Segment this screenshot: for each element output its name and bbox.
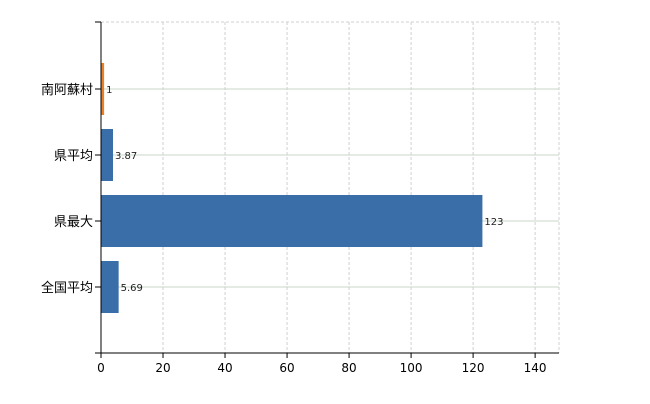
x-tick-label: 80	[341, 361, 356, 375]
x-tick-label: 120	[462, 361, 485, 375]
x-tick-label: 140	[524, 361, 547, 375]
bar	[101, 129, 114, 181]
data-label: 5.69	[121, 283, 143, 294]
y-tick-label: 県平均	[54, 149, 93, 164]
y-tick-label: 県最大	[54, 215, 93, 230]
x-tick-label: 0	[97, 361, 105, 375]
x-tick-label: 60	[279, 361, 294, 375]
x-tick-label: 40	[217, 361, 232, 375]
data-label: 1	[106, 85, 112, 96]
data-label: 123	[484, 217, 503, 228]
x-tick-label: 100	[400, 361, 423, 375]
y-tick-label: 全国平均	[41, 280, 93, 296]
data-label: 3.87	[115, 151, 137, 162]
y-tick-label: 南阿蘇村	[41, 82, 93, 98]
bar	[101, 261, 119, 313]
x-tick-label: 20	[155, 361, 170, 375]
bar	[101, 195, 483, 247]
bar	[101, 63, 105, 115]
